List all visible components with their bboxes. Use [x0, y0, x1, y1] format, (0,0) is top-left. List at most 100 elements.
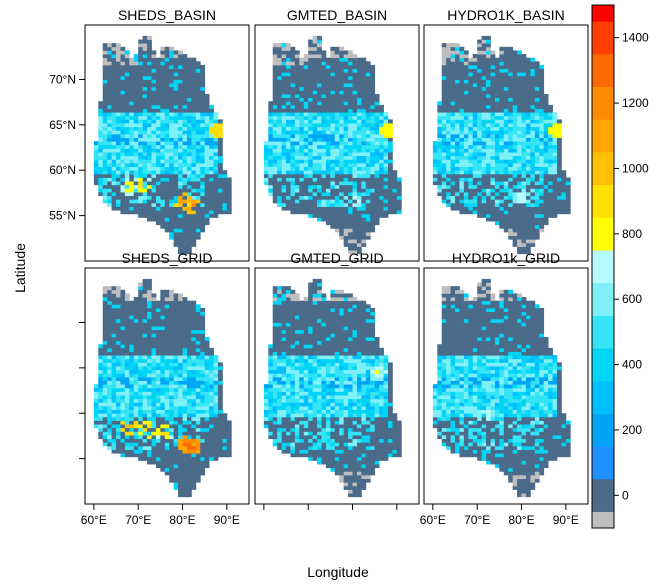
- heatmap-cell: [446, 173, 451, 178]
- heatmap-cell: [116, 355, 121, 360]
- heatmap-cell: [155, 358, 161, 363]
- heatmap-cell: [155, 86, 161, 91]
- heatmap-cell: [325, 108, 331, 113]
- heatmap-cell: [503, 166, 509, 171]
- heatmap-cell: [147, 54, 152, 59]
- heatmap-cell: [98, 435, 104, 440]
- heatmap-cell: [182, 409, 188, 414]
- heatmap-cell: [138, 68, 144, 73]
- heatmap-cell: [312, 199, 318, 204]
- heatmap-cell: [182, 75, 188, 80]
- heatmap-cell: [160, 75, 166, 80]
- heatmap-cell: [539, 83, 545, 88]
- heatmap-cell: [191, 445, 197, 450]
- heatmap-cell: [543, 112, 549, 117]
- heatmap-cell: [356, 246, 362, 251]
- heatmap-cell: [182, 115, 188, 120]
- heatmap-cell: [173, 50, 179, 55]
- heatmap-cell: [268, 181, 274, 186]
- heatmap-cell: [343, 115, 349, 120]
- heatmap-cell: [160, 420, 166, 425]
- heatmap-cell: [459, 57, 465, 62]
- heatmap-cell: [191, 431, 197, 436]
- heatmap-cell: [499, 54, 505, 59]
- heatmap-cell: [138, 57, 144, 62]
- heatmap-cell: [226, 442, 232, 447]
- heatmap-cell: [116, 86, 121, 91]
- heatmap-cell: [543, 97, 549, 102]
- heatmap-cell: [102, 50, 108, 55]
- heatmap-cell: [186, 68, 192, 73]
- heatmap-cell: [530, 123, 536, 128]
- heatmap-cell: [490, 101, 496, 106]
- heatmap-cell: [294, 97, 300, 102]
- heatmap-cell: [111, 351, 117, 356]
- heatmap-cell: [164, 141, 170, 146]
- heatmap-cell: [486, 97, 491, 102]
- heatmap-cell: [129, 416, 135, 421]
- heatmap-cell: [286, 192, 291, 197]
- heatmap-cell: [173, 72, 179, 77]
- heatmap-cell: [182, 362, 188, 367]
- heatmap-cell: [129, 155, 135, 160]
- heatmap-cell: [446, 75, 451, 80]
- heatmap-cell: [437, 108, 443, 113]
- heatmap-cell: [124, 112, 130, 117]
- heatmap-cell: [317, 101, 322, 106]
- heatmap-cell: [365, 86, 371, 91]
- heatmap-cell: [459, 137, 465, 142]
- heatmap-cell: [151, 329, 157, 334]
- heatmap-cell: [321, 199, 327, 204]
- heatmap-cell: [155, 75, 161, 80]
- heatmap-cell: [178, 188, 183, 193]
- heatmap-cell: [191, 333, 197, 338]
- heatmap-cell: [486, 93, 491, 99]
- heatmap-cell: [530, 213, 536, 218]
- heatmap-cell: [459, 159, 465, 164]
- heatmap-cell: [98, 115, 104, 120]
- heatmap-cell: [178, 409, 183, 414]
- heatmap-cell: [294, 195, 300, 200]
- heatmap-cell: [213, 155, 219, 160]
- heatmap-cell: [107, 123, 112, 128]
- heatmap-cell: [508, 108, 514, 113]
- heatmap-cell: [191, 369, 197, 374]
- heatmap-cell: [534, 123, 540, 128]
- heatmap-cell: [129, 391, 135, 396]
- heatmap-cell: [209, 155, 214, 160]
- heatmap-cell: [277, 184, 282, 189]
- heatmap-cell: [169, 166, 175, 171]
- heatmap-cell: [195, 427, 201, 432]
- heatmap-cell: [303, 148, 309, 153]
- heatmap-cell: [530, 75, 536, 80]
- heatmap-cell: [525, 221, 531, 226]
- heatmap-cell: [169, 355, 175, 360]
- heatmap-cell: [173, 97, 179, 102]
- heatmap-cell: [330, 170, 336, 175]
- heatmap-cell: [120, 387, 126, 392]
- heatmap-cell: [437, 137, 443, 142]
- heatmap-cell: [521, 162, 527, 167]
- heatmap-cell: [142, 420, 148, 425]
- heatmap-cell: [204, 221, 210, 226]
- heatmap-cell: [379, 202, 384, 207]
- heatmap-cell: [111, 188, 117, 193]
- heatmap-cell: [191, 413, 197, 418]
- heatmap-cell: [200, 409, 206, 414]
- heatmap-cell: [133, 112, 139, 117]
- heatmap-cell: [343, 108, 349, 113]
- heatmap-cell: [102, 170, 108, 175]
- heatmap-cell: [169, 431, 175, 436]
- heatmap-cell: [277, 112, 282, 117]
- heatmap-cell: [124, 148, 130, 153]
- heatmap-cell: [178, 159, 183, 164]
- heatmap-cell: [539, 206, 545, 211]
- heatmap-cell: [352, 119, 358, 124]
- heatmap-cell: [534, 199, 540, 204]
- heatmap-cell: [455, 50, 460, 55]
- heatmap-cell: [138, 344, 144, 349]
- heatmap-cell: [268, 104, 274, 109]
- heatmap-cell: [169, 217, 175, 222]
- heatmap-cell: [548, 184, 553, 189]
- heatmap-cell: [308, 184, 314, 189]
